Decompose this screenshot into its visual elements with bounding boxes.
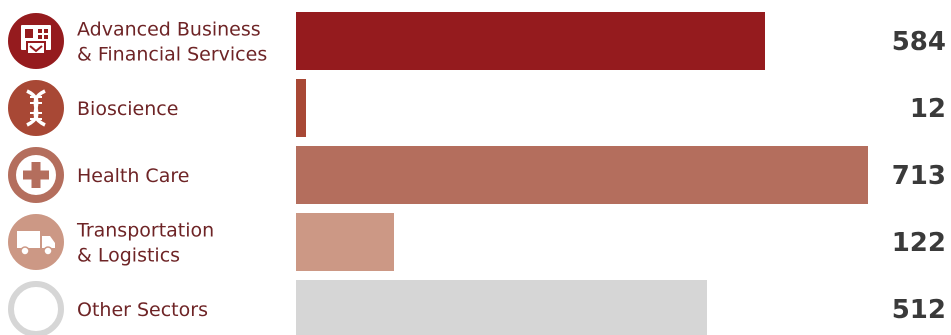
bar	[296, 213, 394, 271]
category-label: Advanced Business & Financial Services	[77, 19, 267, 66]
chart-row: Other Sectors 512	[8, 280, 946, 335]
chart-row: Transportation & Logistics 122	[8, 213, 946, 271]
value-label: 584	[892, 27, 946, 57]
value-label: 12	[910, 94, 946, 124]
chart-row: Health Care 713	[8, 146, 946, 204]
category-label: Health Care	[77, 165, 189, 187]
category-label: Other Sectors	[77, 299, 208, 321]
building-icon	[8, 13, 64, 69]
medical-cross-icon	[8, 147, 64, 203]
chart-row: Advanced Business & Financial Services 584	[8, 12, 946, 70]
ring-icon	[8, 281, 64, 335]
chart-row: Bioscience 12	[8, 79, 946, 137]
bar	[296, 79, 306, 137]
value-label: 122	[892, 228, 946, 258]
bar	[296, 12, 765, 70]
value-label: 713	[892, 161, 946, 191]
bar	[296, 280, 707, 335]
value-label: 512	[892, 295, 946, 325]
dna-icon	[8, 80, 64, 136]
truck-icon	[8, 214, 64, 270]
category-label: Transportation & Logistics	[76, 220, 214, 267]
bar	[296, 146, 868, 204]
category-label: Bioscience	[77, 98, 178, 120]
